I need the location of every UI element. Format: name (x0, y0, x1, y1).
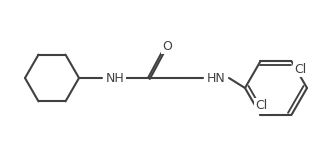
Text: Cl: Cl (294, 63, 307, 76)
Text: NH: NH (106, 71, 124, 84)
Text: HN: HN (207, 71, 225, 84)
Text: Cl: Cl (256, 99, 268, 112)
Text: O: O (162, 40, 172, 53)
